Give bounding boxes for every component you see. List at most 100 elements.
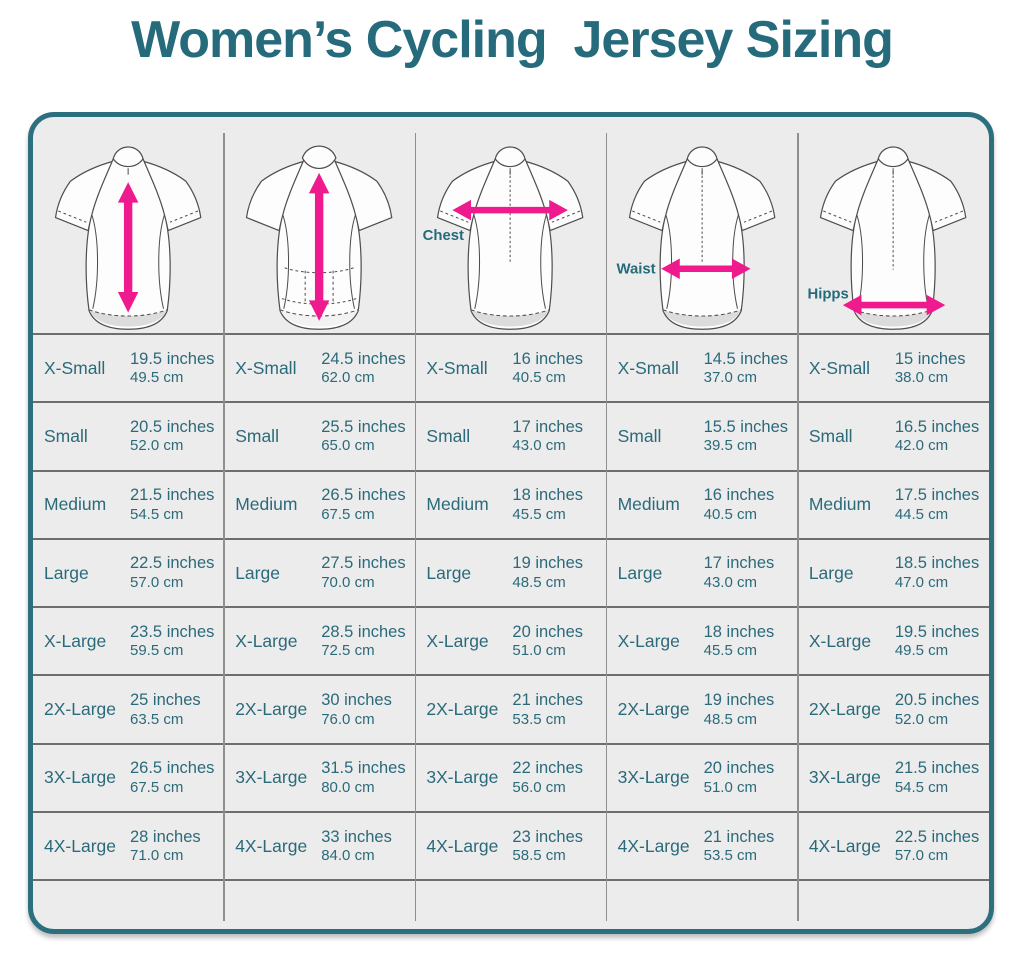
size-row: Small 25.5 inches 65.0 cm: [224, 401, 416, 469]
measurement: 19 inches 48.5 cm: [704, 691, 775, 728]
measurement: 27.5 inches 70.0 cm: [321, 554, 405, 591]
measurement: 21 inches 53.5 cm: [512, 691, 583, 728]
size-row: 2X-Large 19 inches 48.5 cm: [606, 674, 798, 742]
measurement-cm: 70.0 cm: [321, 573, 375, 591]
measurement-cm: 49.5 cm: [130, 369, 184, 387]
size-label: X-Small: [235, 357, 297, 378]
measurement-cm: 76.0 cm: [321, 710, 375, 728]
size-table-waist: X-Small 14.5 inches 37.0 cm Small 15.5 i…: [606, 333, 798, 879]
size-label: X-Small: [426, 357, 488, 378]
measurement-cm: 49.5 cm: [894, 642, 949, 660]
size-row: Large 27.5 inches 70.0 cm: [224, 537, 416, 606]
size-row: Medium 17.5 inches 44.5 cm: [797, 469, 989, 538]
measurement-cm: 42.0 cm: [894, 437, 949, 455]
measurement-inches: 18 inches: [512, 486, 584, 505]
size-label: 2X-Large: [235, 699, 308, 720]
size-row: Small 17 inches 43.0 cm: [415, 401, 607, 469]
measurement: 18.5 inches 47.0 cm: [895, 554, 979, 591]
size-label: Medium: [617, 494, 680, 515]
size-row: X-Small 15 inches 38.0 cm: [797, 333, 989, 401]
chest-label: Chest: [423, 228, 464, 244]
measurement-cm: 40.5 cm: [512, 369, 566, 387]
jersey-front-icon: Chest: [423, 146, 584, 330]
size-label: X-Large: [808, 630, 872, 651]
measurement-inches: 20 inches: [512, 622, 584, 641]
measurement: 26.5 inches 67.5 cm: [321, 486, 405, 523]
measurement-cm: 51.0 cm: [703, 778, 757, 796]
measurement: 20 inches 51.0 cm: [704, 759, 775, 796]
size-column-hips: Hipps X-Small 15 inches 38.0 cm Small: [797, 117, 989, 929]
size-label: Small: [44, 425, 88, 446]
measurement-cm: 37.0 cm: [703, 369, 757, 387]
size-label: 2X-Large: [617, 699, 690, 720]
measurement: 17 inches 43.0 cm: [704, 554, 775, 591]
measurement: 25.5 inches 65.0 cm: [321, 418, 405, 455]
back-length-arrow-icon: [309, 172, 330, 321]
measurement: 23 inches 58.5 cm: [512, 828, 583, 865]
column-footer-space: [33, 879, 225, 929]
measurement: 21.5 inches 54.5 cm: [895, 759, 979, 796]
measurement-inches: 21 inches: [512, 691, 584, 710]
measurement-cm: 72.5 cm: [321, 642, 375, 660]
measurement-cm: 57.0 cm: [894, 847, 949, 865]
size-row: Large 22.5 inches 57.0 cm: [33, 537, 225, 606]
measurement-cm: 38.0 cm: [894, 369, 949, 387]
measurement-inches: 22 inches: [512, 759, 584, 778]
measurement-inches: 30 inches: [321, 691, 392, 710]
measurement-inches: 31.5 inches: [321, 759, 406, 778]
size-row: X-Large 28.5 inches 72.5 cm: [224, 606, 416, 674]
page-title: Women’s Cycling Jersey Sizing: [131, 11, 894, 69]
size-row: 2X-Large 20.5 inches 52.0 cm: [797, 674, 989, 742]
column-footer-space: [415, 879, 607, 929]
measurement: 15 inches 38.0 cm: [895, 350, 966, 387]
measurement-inches: 22.5 inches: [894, 827, 980, 846]
measurement-cm: 44.5 cm: [894, 505, 949, 523]
measurement: 22.5 inches 57.0 cm: [895, 828, 979, 865]
size-row: 2X-Large 25 inches 63.5 cm: [33, 674, 225, 742]
measurement-inches: 26.5 inches: [130, 759, 215, 778]
measurement: 21.5 inches 54.5 cm: [130, 486, 214, 523]
size-row: Large 17 inches 43.0 cm: [606, 537, 798, 606]
measurement-cm: 45.5 cm: [703, 642, 757, 660]
size-label: Small: [426, 425, 471, 446]
measurement-inches: 15.5 inches: [703, 417, 789, 436]
measurement-inches: 19 inches: [512, 554, 584, 573]
jersey-front-length-illustration: [33, 117, 224, 333]
size-label: 3X-Large: [235, 767, 308, 788]
measurement-cm: 54.5 cm: [130, 505, 184, 523]
hips-label: Hipps: [807, 287, 848, 303]
size-label: X-Large: [235, 630, 298, 651]
size-label: Medium: [235, 494, 298, 515]
jersey-chest-illustration: Chest: [415, 117, 606, 333]
size-label: X-Small: [44, 357, 106, 378]
size-label: 4X-Large: [44, 835, 116, 856]
chest-arrow-icon: [452, 199, 569, 221]
size-row: 3X-Large 20 inches 51.0 cm: [606, 742, 798, 811]
size-row: Medium 16 inches 40.5 cm: [606, 469, 798, 538]
size-label: Large: [808, 562, 854, 583]
size-label: Small: [808, 425, 853, 446]
size-row: X-Small 14.5 inches 37.0 cm: [606, 333, 798, 401]
size-row: X-Large 20 inches 51.0 cm: [415, 606, 607, 674]
measurement-cm: 47.0 cm: [894, 573, 949, 591]
measurement: 25 inches 63.5 cm: [130, 691, 201, 728]
measurement-cm: 67.5 cm: [321, 505, 375, 523]
size-row: 3X-Large 21.5 inches 54.5 cm: [797, 742, 989, 811]
size-row: Large 19 inches 48.5 cm: [415, 537, 607, 606]
size-row: 3X-Large 26.5 inches 67.5 cm: [33, 742, 225, 811]
measurement: 31.5 inches 80.0 cm: [321, 759, 405, 796]
waist-label: Waist: [616, 261, 655, 277]
measurement-inches: 18 inches: [703, 622, 775, 641]
size-label: X-Large: [617, 630, 680, 651]
measurement: 14.5 inches 37.0 cm: [704, 350, 788, 387]
size-label: 2X-Large: [808, 699, 881, 720]
measurement-inches: 22.5 inches: [130, 554, 215, 573]
measurement-inches: 26.5 inches: [321, 486, 406, 505]
measurement-inches: 24.5 inches: [321, 349, 406, 368]
measurement-inches: 17.5 inches: [894, 486, 980, 505]
measurement-cm: 43.0 cm: [512, 437, 566, 455]
measurement: 20 inches 51.0 cm: [512, 623, 583, 660]
jersey-front-icon: Hipps: [807, 146, 967, 330]
measurement: 21 inches 53.5 cm: [704, 828, 775, 865]
size-label: Small: [235, 425, 279, 446]
